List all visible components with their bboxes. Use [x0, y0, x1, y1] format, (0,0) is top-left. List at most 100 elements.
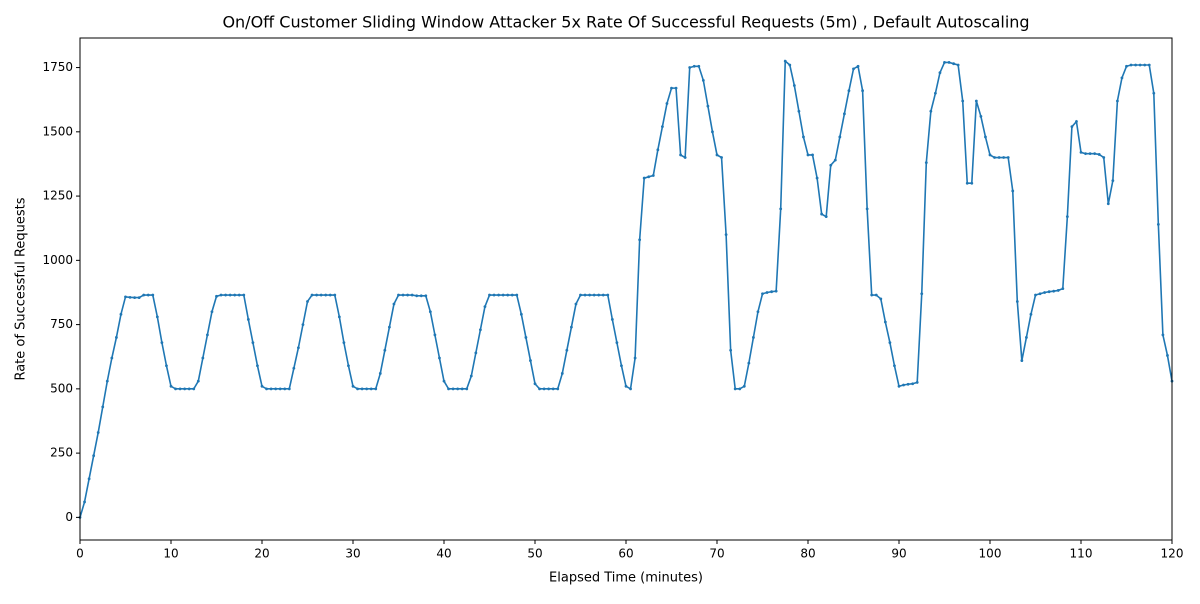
data-point	[174, 387, 177, 391]
data-point	[242, 293, 246, 297]
data-point	[997, 156, 1001, 159]
y-tick-label: 0	[65, 510, 73, 524]
data-point	[1143, 63, 1147, 67]
data-point	[565, 348, 569, 352]
data-point	[911, 382, 915, 386]
data-point	[456, 387, 460, 391]
data-point	[324, 293, 328, 297]
data-point	[1056, 289, 1060, 292]
data-point	[428, 310, 432, 314]
x-tick-label: 50	[527, 547, 542, 561]
data-point	[451, 387, 455, 391]
data-point	[465, 387, 469, 391]
data-point	[670, 86, 673, 90]
data-point	[283, 387, 287, 391]
data-point	[206, 333, 209, 337]
data-point	[538, 387, 541, 391]
data-point	[692, 64, 696, 68]
data-point	[560, 372, 564, 375]
data-point	[1079, 150, 1083, 154]
data-point	[1111, 179, 1115, 183]
y-tick-label: 1000	[42, 253, 73, 267]
y-tick-label: 1500	[42, 124, 73, 138]
data-point	[570, 325, 573, 329]
data-point	[665, 102, 669, 105]
data-point	[178, 387, 182, 391]
data-point	[1038, 292, 1042, 296]
data-point	[115, 336, 118, 339]
data-point	[1015, 300, 1019, 303]
data-point	[133, 296, 137, 300]
data-point	[779, 207, 783, 211]
data-point	[856, 64, 860, 68]
y-tick-label: 1750	[42, 60, 73, 74]
data-point	[337, 315, 341, 319]
data-point	[110, 356, 114, 360]
data-point	[292, 366, 296, 370]
data-point	[915, 381, 919, 384]
data-point	[96, 431, 100, 434]
data-point	[574, 302, 578, 306]
data-point	[902, 383, 905, 387]
data-point	[524, 336, 528, 339]
data-point	[533, 382, 537, 386]
data-point	[342, 341, 346, 344]
data-point	[993, 156, 996, 159]
data-point	[374, 387, 378, 391]
y-tick-label: 250	[50, 446, 73, 460]
data-point	[870, 293, 874, 297]
data-point	[1088, 152, 1092, 156]
data-point	[761, 292, 764, 296]
data-point	[688, 66, 692, 69]
data-point	[838, 135, 842, 139]
data-point	[606, 293, 610, 297]
data-point	[474, 351, 478, 355]
data-point	[1102, 156, 1106, 159]
data-point	[551, 387, 555, 391]
data-point	[1020, 359, 1024, 362]
data-point	[843, 112, 846, 116]
data-point	[215, 294, 218, 298]
data-point	[847, 89, 851, 93]
data-point	[306, 300, 309, 303]
data-point	[820, 212, 824, 216]
data-point	[360, 387, 364, 391]
data-point	[588, 293, 591, 297]
data-point	[351, 384, 355, 388]
data-point	[697, 64, 701, 68]
data-point	[615, 341, 619, 344]
data-point	[1129, 63, 1133, 67]
y-tick-label: 750	[50, 317, 73, 331]
data-point	[829, 163, 833, 167]
data-point	[1106, 202, 1110, 206]
data-point	[683, 156, 687, 159]
data-point	[1011, 189, 1015, 193]
data-point	[1025, 336, 1028, 339]
data-point	[679, 153, 682, 157]
data-point	[906, 382, 910, 386]
data-point	[501, 293, 505, 297]
data-point	[747, 361, 751, 365]
data-point	[597, 293, 601, 297]
data-point	[510, 293, 514, 297]
data-point	[1120, 76, 1124, 80]
data-point	[369, 387, 373, 391]
data-point	[811, 153, 814, 157]
data-point	[1061, 287, 1065, 291]
data-point	[633, 356, 637, 360]
data-point	[833, 158, 837, 162]
data-point	[720, 156, 723, 159]
data-point	[802, 135, 805, 139]
data-point	[287, 387, 291, 391]
data-point	[638, 238, 642, 242]
data-point	[137, 296, 141, 300]
data-point	[1002, 156, 1006, 159]
data-point	[419, 294, 423, 298]
data-point	[356, 387, 359, 391]
data-point	[988, 153, 992, 157]
data-point	[938, 71, 942, 75]
data-point	[383, 348, 387, 352]
data-point	[642, 176, 646, 180]
data-point	[124, 295, 127, 299]
